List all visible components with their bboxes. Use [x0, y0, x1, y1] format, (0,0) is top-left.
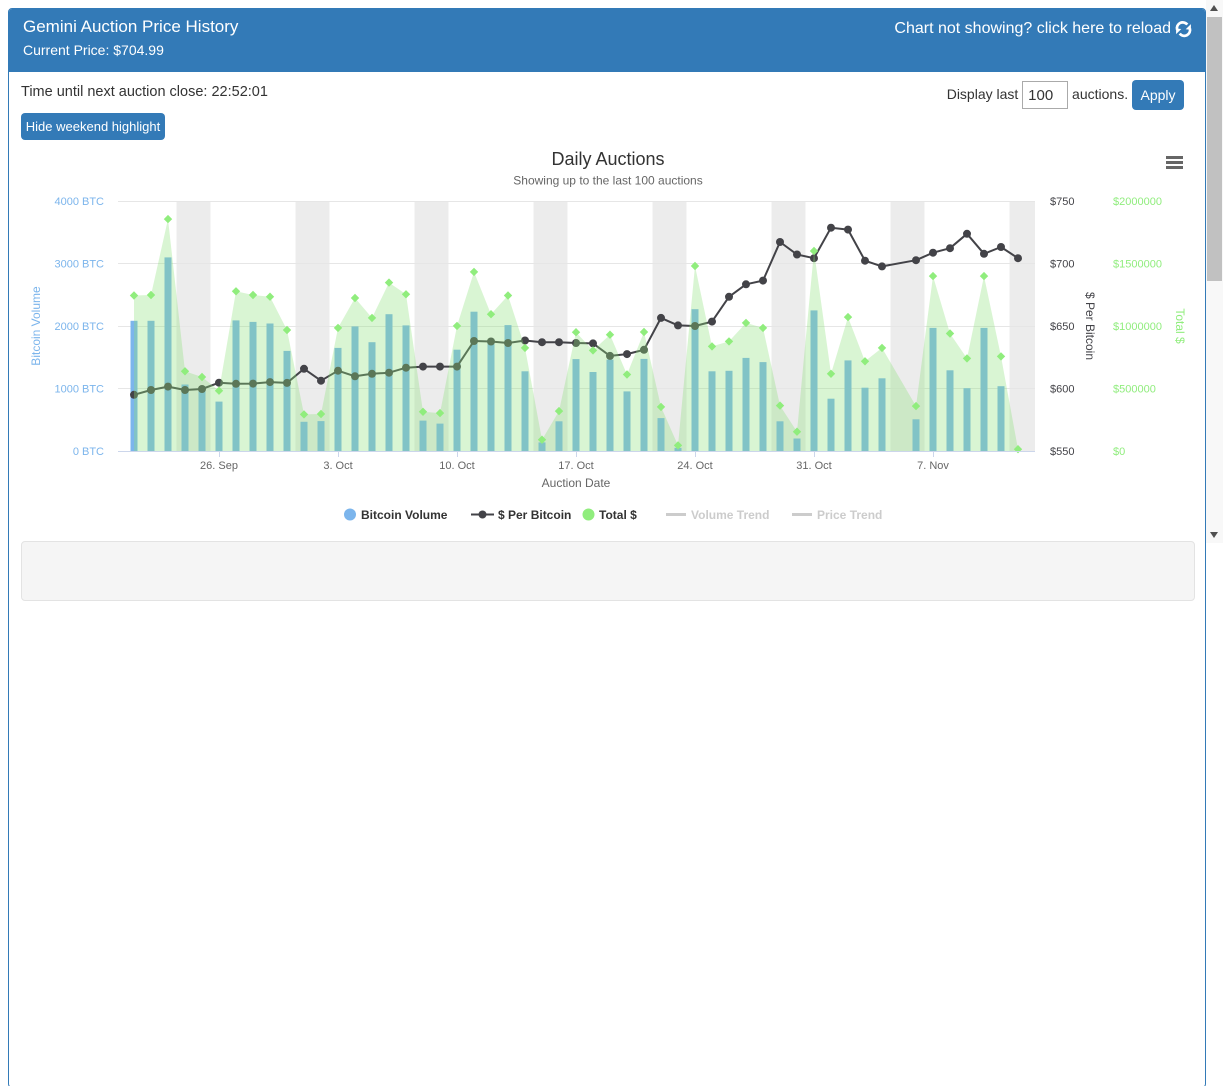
svg-text:Price Trend: Price Trend — [817, 508, 882, 522]
svg-text:31. Oct: 31. Oct — [796, 460, 831, 472]
svg-text:Auction Date: Auction Date — [542, 476, 611, 490]
svg-text:0 BTC: 0 BTC — [73, 446, 104, 458]
svg-text:$600: $600 — [1050, 384, 1074, 396]
svg-text:$1500000: $1500000 — [1113, 259, 1162, 271]
svg-text:24. Oct: 24. Oct — [677, 460, 712, 472]
svg-text:$ Per Bitcoin: $ Per Bitcoin — [1083, 292, 1097, 360]
svg-text:26. Sep: 26. Sep — [200, 460, 238, 472]
svg-text:$550: $550 — [1050, 446, 1074, 458]
svg-text:Bitcoin Volume: Bitcoin Volume — [29, 286, 43, 366]
svg-text:Total $: Total $ — [599, 508, 637, 522]
svg-text:2000 BTC: 2000 BTC — [54, 321, 104, 333]
svg-text:$2000000: $2000000 — [1113, 196, 1162, 208]
svg-text:$750: $750 — [1050, 196, 1074, 208]
svg-text:3. Oct: 3. Oct — [323, 460, 352, 472]
svg-text:3000 BTC: 3000 BTC — [54, 259, 104, 271]
svg-text:4000 BTC: 4000 BTC — [54, 196, 104, 208]
svg-text:$0: $0 — [1113, 446, 1125, 458]
svg-text:$ Per Bitcoin: $ Per Bitcoin — [498, 508, 571, 522]
svg-text:Daily Auctions: Daily Auctions — [551, 149, 664, 169]
svg-text:$500000: $500000 — [1113, 384, 1156, 396]
svg-text:10. Oct: 10. Oct — [439, 460, 474, 472]
svg-text:$1000000: $1000000 — [1113, 321, 1162, 333]
svg-text:$650: $650 — [1050, 321, 1074, 333]
svg-text:Total $: Total $ — [1173, 308, 1187, 344]
svg-text:Volume Trend: Volume Trend — [691, 508, 769, 522]
svg-text:Bitcoin Volume: Bitcoin Volume — [361, 508, 448, 522]
svg-text:17. Oct: 17. Oct — [558, 460, 593, 472]
svg-text:1000 BTC: 1000 BTC — [54, 384, 104, 396]
svg-text:7. Nov: 7. Nov — [917, 460, 949, 472]
svg-text:$700: $700 — [1050, 259, 1074, 271]
svg-text:Showing up to the last 100 auc: Showing up to the last 100 auctions — [513, 174, 702, 188]
